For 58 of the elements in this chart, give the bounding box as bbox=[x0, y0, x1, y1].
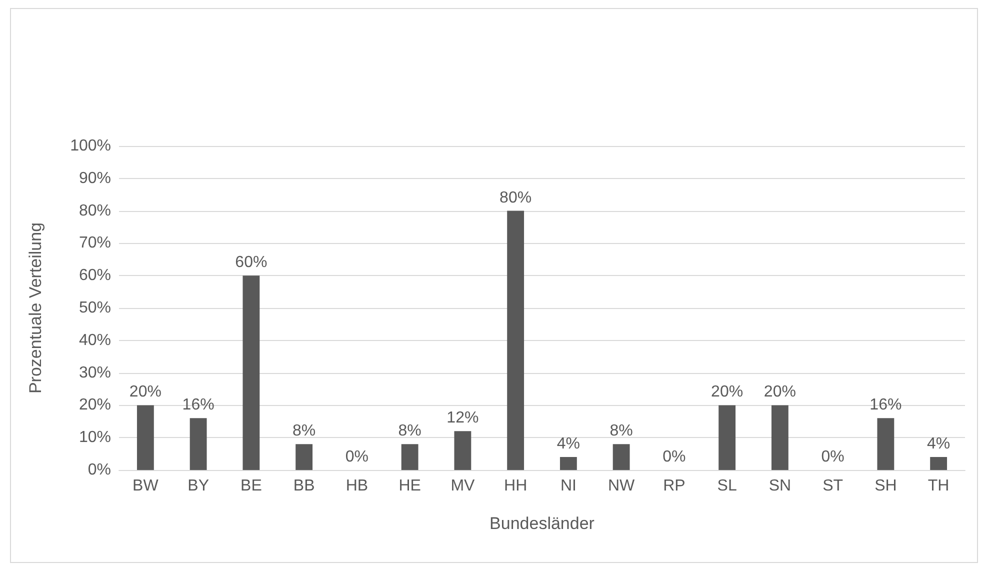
x-tick-label: RP bbox=[663, 478, 686, 494]
data-label: 8% bbox=[292, 422, 316, 440]
data-label: 0% bbox=[662, 448, 686, 466]
y-tick-label: 40% bbox=[78, 332, 111, 349]
bar bbox=[718, 405, 736, 470]
bar bbox=[560, 457, 577, 470]
bar bbox=[242, 276, 260, 470]
y-tick-label: 30% bbox=[78, 364, 111, 382]
y-tick-label: 80% bbox=[78, 202, 111, 220]
y-tick-label: 70% bbox=[78, 234, 111, 252]
x-tick-label: ST bbox=[822, 478, 844, 494]
x-tick-label: MV bbox=[450, 478, 476, 494]
x-tick-label: TH bbox=[928, 478, 950, 494]
data-label: 4% bbox=[556, 436, 580, 453]
bar bbox=[612, 444, 630, 470]
data-label: 0% bbox=[345, 448, 368, 466]
data-label: 8% bbox=[398, 422, 422, 440]
bar bbox=[507, 210, 524, 470]
bar bbox=[877, 418, 894, 470]
y-axis-title: Prozentuale Verteilung bbox=[26, 222, 45, 394]
data-label: 60% bbox=[235, 254, 268, 272]
y-tick-label: 20% bbox=[78, 396, 111, 414]
bar bbox=[454, 431, 472, 470]
bar bbox=[930, 457, 948, 470]
x-axis-title: Bundesländer bbox=[490, 514, 595, 533]
x-tick-label: HH bbox=[504, 478, 528, 494]
x-tick-label: SN bbox=[768, 478, 792, 494]
data-label: 80% bbox=[500, 189, 532, 206]
data-label: 0% bbox=[821, 448, 844, 466]
y-tick-label: 50% bbox=[78, 300, 111, 316]
bar bbox=[136, 405, 154, 470]
y-tick-label: 0% bbox=[88, 462, 111, 478]
x-tick-label: HB bbox=[346, 478, 368, 494]
x-tick-label: BY bbox=[188, 478, 210, 494]
bar bbox=[296, 444, 313, 470]
y-tick-label: 10% bbox=[78, 429, 111, 446]
y-tick-label: 60% bbox=[78, 267, 111, 284]
x-tick-label: NI bbox=[560, 478, 576, 494]
bar bbox=[771, 405, 788, 470]
x-tick-label: BB bbox=[293, 478, 315, 494]
bar bbox=[401, 444, 418, 470]
x-tick-label: HE bbox=[398, 478, 421, 494]
data-label: 12% bbox=[446, 410, 479, 427]
x-tick-label: BE bbox=[240, 478, 262, 494]
data-label: 20% bbox=[711, 384, 744, 401]
x-tick-label: NW bbox=[608, 478, 636, 494]
data-label: 20% bbox=[764, 384, 796, 401]
data-label: 20% bbox=[129, 384, 162, 401]
x-tick-label: SL bbox=[717, 478, 737, 494]
data-label: 4% bbox=[927, 436, 950, 453]
data-label: 8% bbox=[610, 422, 633, 440]
x-tick-label: BW bbox=[132, 478, 160, 494]
data-label: 16% bbox=[182, 396, 214, 414]
data-label: 16% bbox=[870, 396, 902, 414]
y-tick-label: 100% bbox=[70, 138, 111, 154]
y-tick-label: 90% bbox=[78, 170, 111, 187]
bar bbox=[190, 418, 207, 470]
x-tick-label: SH bbox=[874, 478, 897, 494]
